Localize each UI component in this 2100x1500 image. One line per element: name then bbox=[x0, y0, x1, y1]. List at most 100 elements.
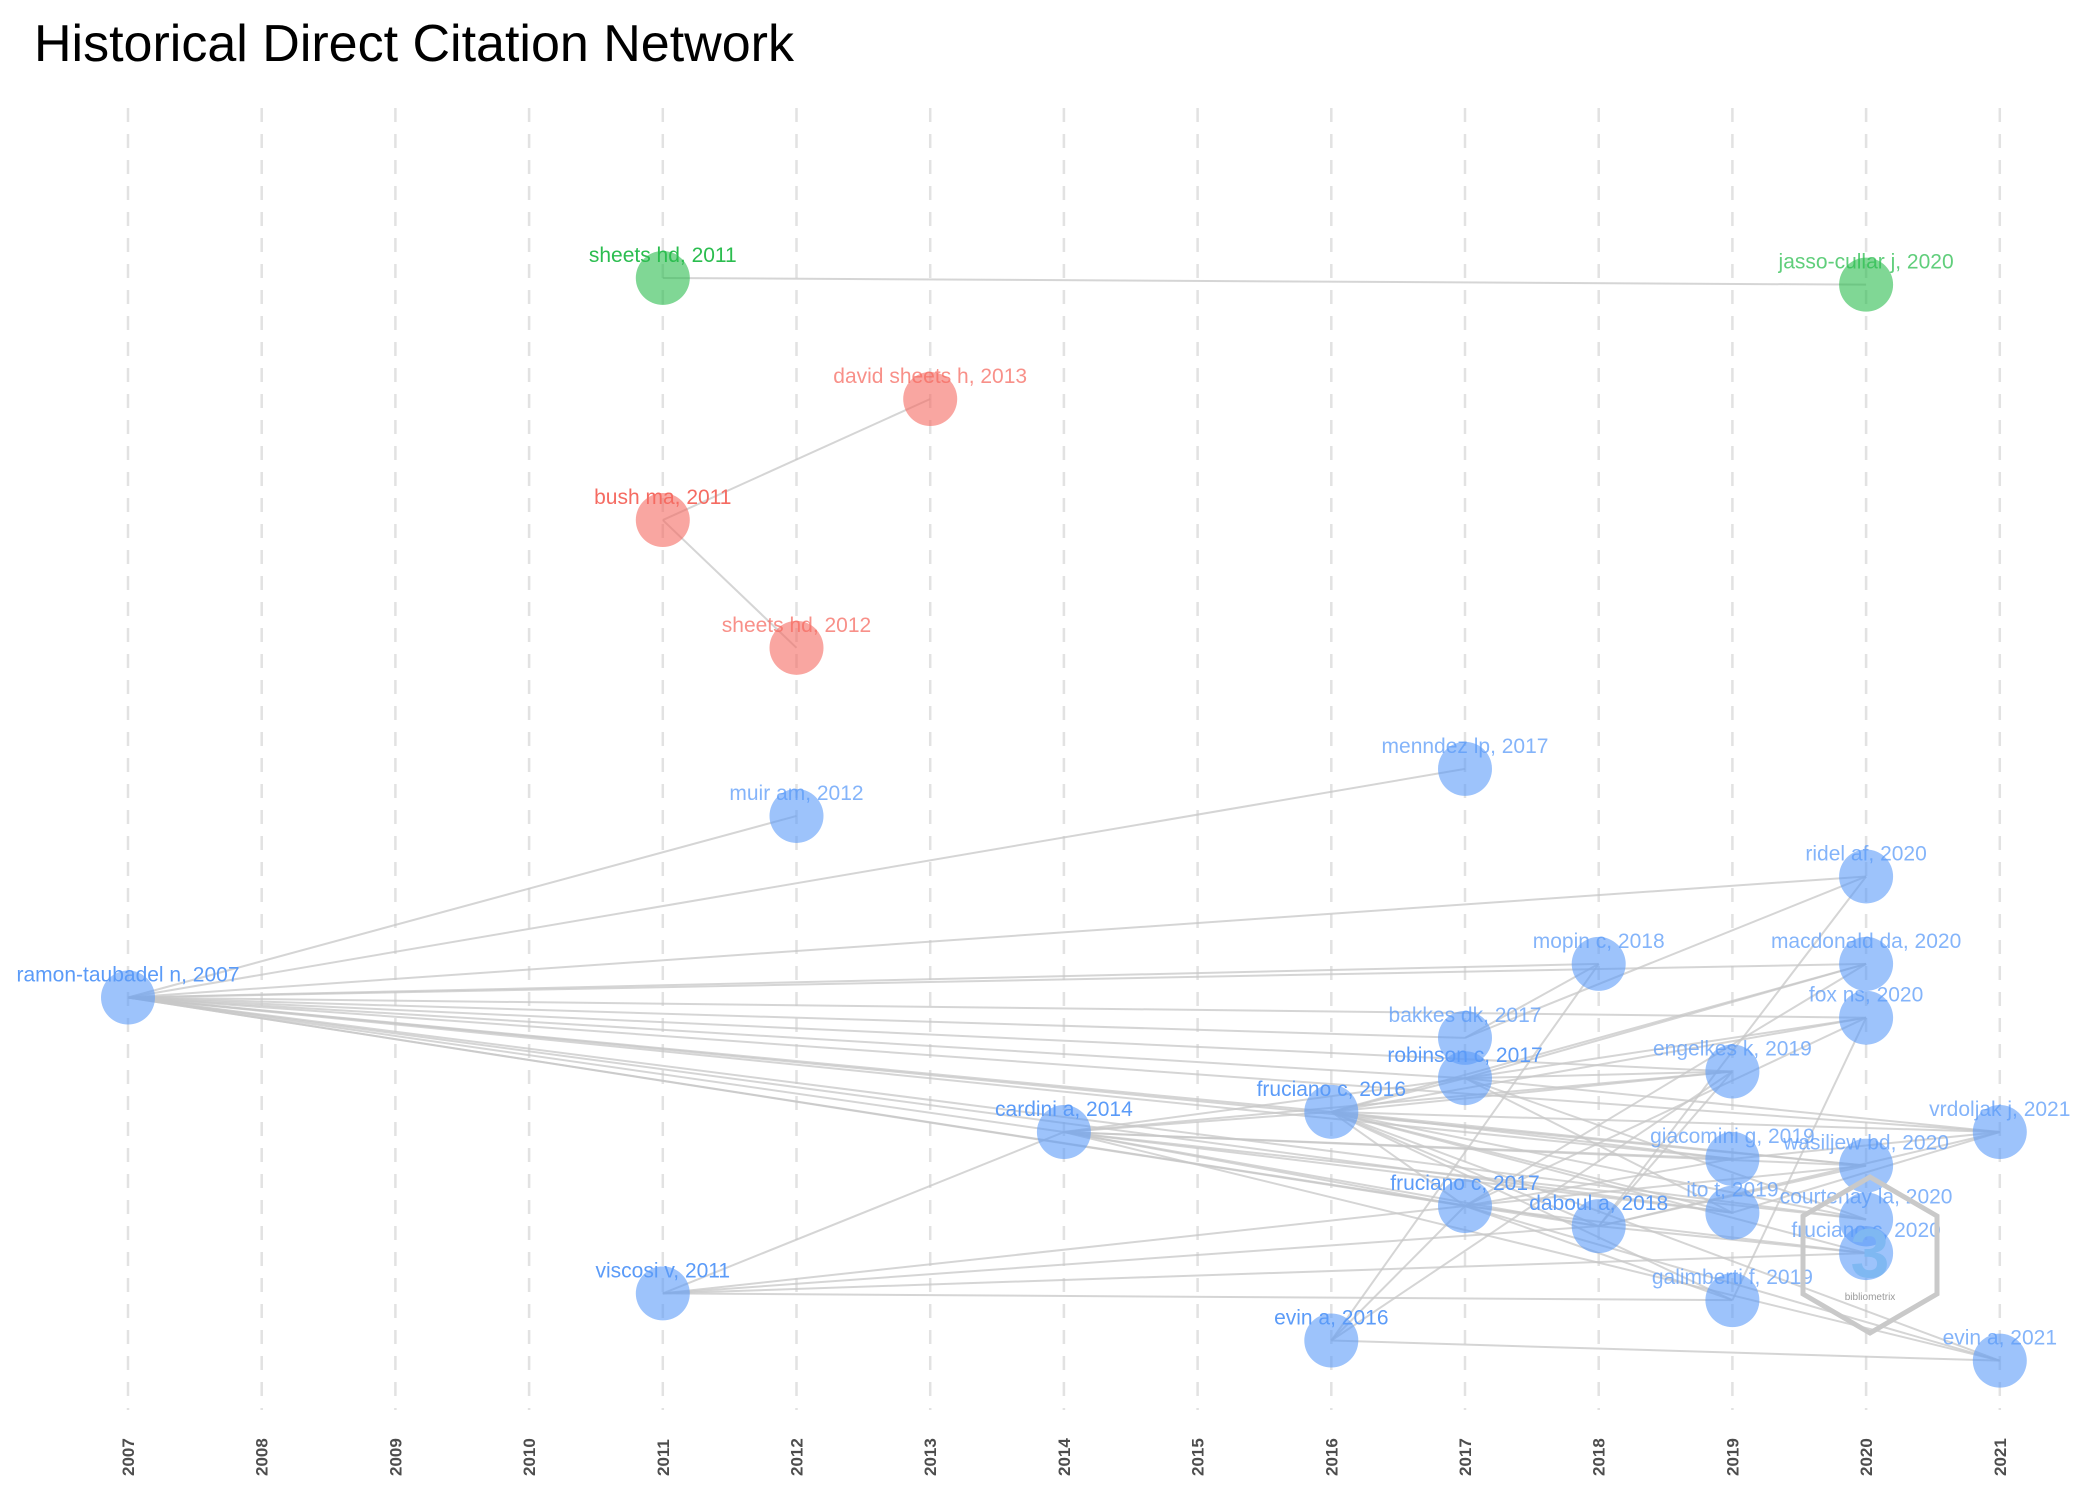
node-sheets-hd-2012[interactable] bbox=[769, 620, 824, 675]
node-label: menndez lp, 2017 bbox=[1382, 735, 1549, 758]
x-tick-2012: 2012 bbox=[788, 1438, 807, 1476]
node-layer bbox=[101, 250, 2027, 1388]
node-ridel-af-2020[interactable] bbox=[1839, 849, 1894, 904]
x-tick-2013: 2013 bbox=[921, 1438, 940, 1476]
node-label: bakkes dk, 2017 bbox=[1389, 1004, 1542, 1027]
citation-edge bbox=[1330, 1070, 1733, 1342]
x-tick-2011: 2011 bbox=[654, 1439, 673, 1476]
node-bush-ma-2011[interactable] bbox=[635, 493, 690, 548]
node-label: galimberti f, 2019 bbox=[1652, 1266, 1813, 1289]
node-vrdoljak-j-2021[interactable] bbox=[1972, 1105, 2027, 1160]
citation-edge bbox=[1464, 1016, 1867, 1080]
node-label: vrdoljak j, 2021 bbox=[1929, 1098, 2070, 1121]
citation-edge bbox=[127, 767, 1466, 999]
node-muir-am-2012[interactable] bbox=[769, 788, 824, 843]
node-label: cardini a, 2014 bbox=[995, 1098, 1133, 1121]
node-sheets-hd-2011[interactable] bbox=[635, 250, 690, 305]
citation-edge bbox=[1331, 1016, 1867, 1113]
node-label: david sheets h, 2013 bbox=[833, 365, 1027, 388]
node-fox-ns-2020[interactable] bbox=[1839, 990, 1894, 1045]
node-label: sheets hd, 2012 bbox=[722, 614, 871, 637]
citation-edge bbox=[1464, 1157, 1733, 1207]
logo-caption: bibliometrix bbox=[1845, 1292, 1896, 1303]
citation-edge bbox=[1597, 1070, 1734, 1227]
citation-edge bbox=[127, 814, 797, 999]
node-label: robinson c, 2017 bbox=[1387, 1044, 1542, 1067]
x-tick-2020: 2020 bbox=[1857, 1438, 1876, 1476]
node-label: macdonald da, 2020 bbox=[1771, 930, 1961, 953]
citation-edge bbox=[1330, 1205, 1466, 1342]
citation-edge bbox=[127, 996, 1599, 1228]
citation-edge bbox=[127, 996, 1466, 1080]
node-viscosi-v-2011[interactable] bbox=[635, 1266, 690, 1321]
node-fruciano-c-2016[interactable] bbox=[1304, 1084, 1359, 1139]
edge-layer bbox=[127, 276, 2001, 1362]
x-tick-2017: 2017 bbox=[1456, 1438, 1475, 1476]
node-label: wasiljew bd, 2020 bbox=[1782, 1132, 1949, 1155]
node-label: daboul a, 2018 bbox=[1529, 1192, 1668, 1215]
node-engelkes-k-2019[interactable] bbox=[1705, 1044, 1760, 1099]
node-label: ramon-taubadel n, 2007 bbox=[17, 964, 240, 987]
node-ramon-taubadel-n-2007[interactable] bbox=[101, 970, 155, 1025]
node-fruciano-c-2017[interactable] bbox=[1438, 1179, 1492, 1233]
node-ito-t-2019[interactable] bbox=[1705, 1185, 1760, 1240]
node-bakkes-dk-2017[interactable] bbox=[1438, 1010, 1492, 1065]
node-daboul-a-2018[interactable] bbox=[1571, 1199, 1626, 1254]
node-label: fox ns, 2020 bbox=[1809, 984, 1923, 1007]
citation-edge bbox=[1598, 1131, 2001, 1228]
x-tick-2010: 2010 bbox=[520, 1438, 539, 1476]
node-jasso-cullar-j-2020[interactable] bbox=[1839, 257, 1894, 312]
citation-edge bbox=[662, 1225, 1599, 1295]
hexagon-logo-icon bbox=[1800, 1174, 1940, 1336]
citation-edge bbox=[1464, 1077, 1733, 1214]
bibliometrix-logo: 3 bibliometrix bbox=[1800, 1174, 1940, 1336]
node-galimberti-f-2019[interactable] bbox=[1705, 1273, 1760, 1328]
x-tick-2016: 2016 bbox=[1322, 1438, 1341, 1476]
node-menndez-lp-2017[interactable] bbox=[1438, 741, 1492, 796]
citation-edge bbox=[1331, 1339, 2000, 1362]
citation-edge bbox=[1331, 1110, 1733, 1160]
node-fruciano-c-2020[interactable] bbox=[1839, 1226, 1894, 1281]
node-evin-a-2016[interactable] bbox=[1304, 1313, 1359, 1368]
node-macdonald-da-2020[interactable] bbox=[1839, 936, 1894, 991]
x-tick-2014: 2014 bbox=[1055, 1438, 1074, 1476]
node-wasiljew-bd-2020[interactable] bbox=[1839, 1138, 1894, 1193]
node-label: fruciano c, 2016 bbox=[1257, 1078, 1406, 1101]
node-label: fruciano c, 2017 bbox=[1390, 1172, 1539, 1195]
x-tick-2008: 2008 bbox=[253, 1438, 272, 1476]
node-label: muir am, 2012 bbox=[729, 782, 863, 805]
citation-edge bbox=[662, 1131, 1065, 1295]
citation-edge bbox=[127, 996, 1867, 1019]
citation-edge bbox=[127, 996, 1733, 1214]
citation-edge bbox=[662, 1252, 1867, 1295]
citation-edge bbox=[662, 519, 798, 649]
node-label: mopin c, 2018 bbox=[1533, 930, 1665, 953]
citation-edge bbox=[1331, 1110, 1867, 1167]
node-label: ridel af, 2020 bbox=[1805, 842, 1926, 865]
citation-edge bbox=[1063, 1077, 1466, 1134]
node-label: jasso-cullar j, 2020 bbox=[1778, 251, 1954, 274]
node-label: giacomini g, 2019 bbox=[1650, 1125, 1815, 1148]
node-label: evin a, 2016 bbox=[1274, 1307, 1388, 1330]
node-robinson-c-2017[interactable] bbox=[1438, 1051, 1492, 1106]
citation-edge bbox=[127, 996, 1065, 1134]
x-tick-2015: 2015 bbox=[1189, 1438, 1208, 1476]
x-tick-2007: 2007 bbox=[119, 1438, 138, 1476]
citation-edge bbox=[1464, 1077, 2000, 1134]
citation-edge bbox=[1464, 1164, 1867, 1207]
citation-edge bbox=[1464, 963, 1867, 1207]
citation-edge bbox=[1330, 1110, 1600, 1228]
node-cardini-a-2014[interactable] bbox=[1036, 1105, 1091, 1160]
citation-edge bbox=[1063, 1070, 1733, 1134]
node-giacomini-g-2019[interactable] bbox=[1705, 1131, 1760, 1186]
node-mopin-c-2018[interactable] bbox=[1571, 936, 1626, 991]
citation-edge bbox=[662, 1292, 1733, 1302]
node-evin-a-2021[interactable] bbox=[1972, 1333, 2027, 1388]
node-label: bush ma, 2011 bbox=[594, 486, 731, 509]
node-label: evin a, 2021 bbox=[1943, 1327, 2057, 1350]
citation-edge bbox=[1464, 875, 1867, 1039]
node-david-sheets-h-2013[interactable] bbox=[903, 372, 958, 426]
citation-edge bbox=[662, 398, 931, 521]
citation-edge bbox=[1731, 1017, 1868, 1301]
citation-edge bbox=[1331, 1110, 2000, 1134]
